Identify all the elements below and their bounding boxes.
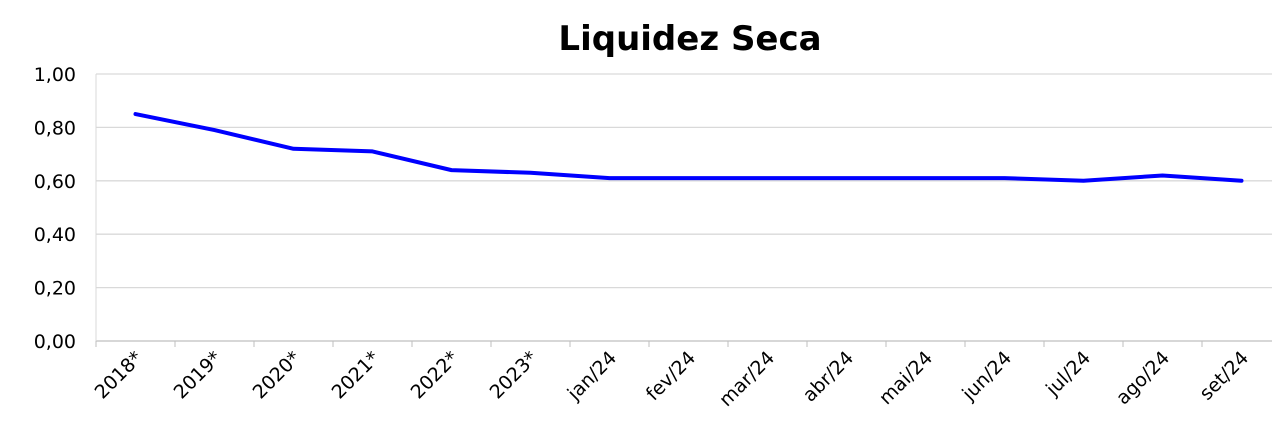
x-tick-label: 2019* — [170, 347, 226, 403]
x-tick-label: 2018* — [91, 347, 147, 403]
x-tick-label: jul/24 — [1041, 347, 1095, 401]
y-tick-label: 0,20 — [34, 278, 76, 300]
line-series — [133, 112, 1244, 183]
x-tick-label: 2022* — [407, 347, 463, 403]
x-tick-label: ago/24 — [1112, 347, 1174, 409]
x-tick-label: 2023* — [486, 347, 542, 403]
x-tick-label: mai/24 — [875, 347, 937, 409]
x-tick-label: abr/24 — [799, 347, 858, 406]
x-tick-label: jan/24 — [563, 347, 621, 405]
y-tick-label: 0,00 — [34, 331, 76, 353]
x-tick-label: mar/24 — [715, 347, 779, 411]
y-tick-label: 1,00 — [34, 64, 76, 86]
x-tick-label: 2021* — [328, 347, 384, 403]
x-tick-label: set/24 — [1195, 347, 1253, 405]
x-tick-label: fev/24 — [642, 347, 700, 405]
chart-title: Liquidez Seca — [558, 19, 821, 59]
y-tick-label: 0,40 — [34, 224, 76, 246]
x-tick-label: jun/24 — [957, 347, 1016, 406]
y-tick-label: 0,60 — [34, 171, 76, 193]
y-tick-label: 0,80 — [34, 117, 76, 139]
x-tick-label: 2020* — [249, 347, 305, 403]
